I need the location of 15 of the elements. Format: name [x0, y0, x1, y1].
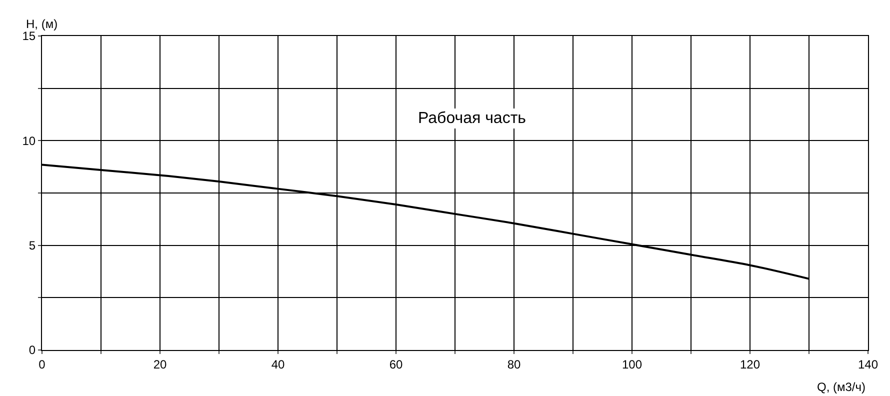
x-tick-label: 40: [271, 357, 285, 372]
x-tick-label: 80: [507, 357, 521, 372]
y-tick-label: 15: [22, 29, 36, 44]
y-axis-title: H, (м): [26, 17, 58, 31]
y-tick-label: 10: [22, 134, 36, 148]
x-tick-label: 120: [740, 357, 760, 372]
annotation: Рабочая часть: [418, 110, 526, 127]
x-tick-label: 60: [389, 357, 403, 372]
x-tick-label: 0: [38, 357, 46, 372]
y-tick-label: 5: [28, 238, 36, 253]
x-tick-label: 100: [622, 357, 642, 372]
x-tick-label: 20: [153, 357, 167, 372]
x-axis-title: Q, (м3/ч): [817, 380, 866, 394]
y-tick-label: 0: [28, 343, 36, 358]
x-tick-label: 140: [858, 357, 878, 372]
